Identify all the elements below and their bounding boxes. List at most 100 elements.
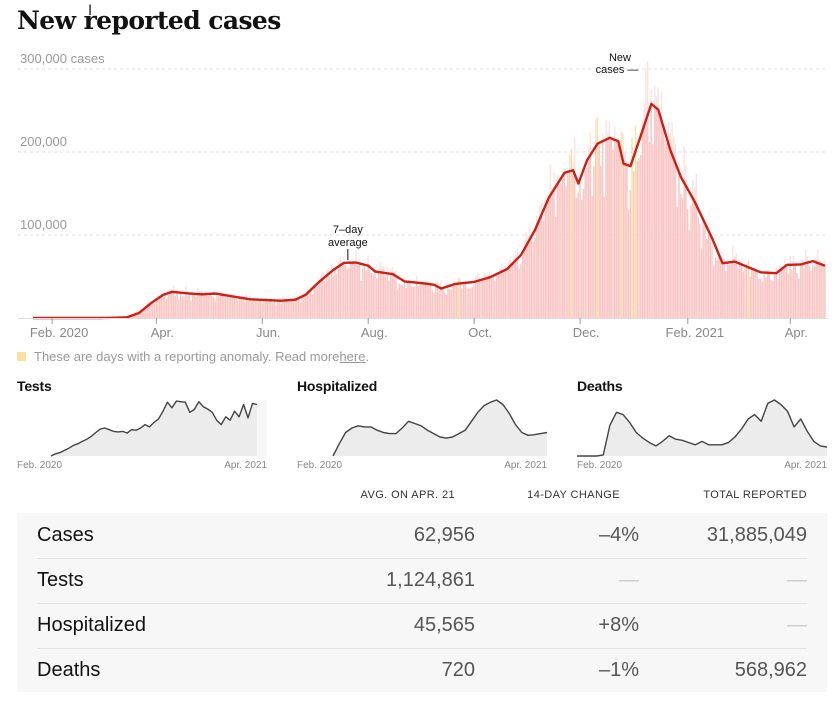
case-bar-base [523, 248, 526, 318]
case-bar [796, 273, 798, 318]
case-bar-base [589, 154, 592, 318]
case-bar [422, 284, 425, 318]
case-bar [688, 229, 691, 318]
case-bar [346, 269, 348, 318]
case-bar [344, 263, 347, 318]
case-bar-base [283, 300, 286, 318]
case-bar [292, 301, 295, 318]
case-bar-base [817, 263, 819, 318]
case-bar [462, 284, 465, 318]
case-bar [431, 289, 434, 318]
case-bar-base [249, 299, 251, 318]
case-bar [323, 281, 326, 318]
case-bar [666, 143, 668, 318]
case-bar [676, 206, 678, 318]
y-tick-label: 300,000 cases [20, 51, 105, 66]
case-bar [275, 305, 277, 318]
case-bar [737, 267, 739, 318]
case-bar-base [459, 283, 461, 318]
read-more-link[interactable]: here [339, 349, 366, 364]
case-bar [473, 285, 475, 318]
case-bar-base [172, 292, 175, 318]
case-bar [443, 291, 446, 318]
case-bar-base [561, 175, 564, 318]
row-label: Deaths [37, 659, 101, 681]
case-bar-base [351, 262, 354, 318]
case-bar [433, 292, 435, 318]
header-total: TOTAL REPORTED [703, 489, 807, 501]
case-bar-base [695, 205, 698, 318]
case-bar-base [594, 146, 597, 318]
case-bar [700, 248, 703, 318]
case-bar-base [740, 264, 743, 318]
case-bar-base [502, 270, 505, 318]
case-bar-base [824, 265, 826, 318]
case-bar [468, 288, 470, 318]
case-bar-base [815, 262, 817, 318]
case-bar [226, 295, 229, 318]
annotation-label-new-cases: New [609, 52, 631, 64]
case-bar-base [240, 297, 243, 318]
case-bar [360, 281, 362, 318]
case-bar-base [626, 164, 628, 318]
x-tick-label: Jun. [256, 325, 281, 340]
case-bar [593, 166, 595, 318]
case-bar [153, 303, 156, 318]
case-bar-base [304, 294, 307, 318]
case-bar-base [726, 262, 729, 318]
case-bar-base [184, 293, 187, 318]
case-bar-base [751, 268, 753, 318]
case-bar [791, 270, 793, 318]
case-bar-base [294, 299, 296, 318]
anomaly-bar [570, 148, 573, 318]
case-bar [770, 279, 772, 318]
hospitalized-chart: Hospitalized Feb. 2020 Apr. 2021 [297, 378, 547, 474]
case-bar [254, 301, 256, 318]
case-bar-base [801, 263, 804, 318]
case-bar [810, 270, 812, 318]
table-row-deaths: Deaths 720 –1% 568,962 [37, 648, 807, 693]
case-bar [697, 217, 699, 318]
case-bar [754, 270, 757, 318]
case-bar-base [624, 164, 626, 318]
case-bar-base [285, 300, 288, 318]
row-label: Tests [37, 569, 84, 591]
case-bar [469, 288, 472, 318]
case-bar-base [197, 294, 199, 318]
case-bar-base [641, 130, 644, 318]
case-bar [580, 199, 583, 318]
case-bar [714, 258, 717, 318]
case-bar-base [572, 170, 574, 318]
case-bar [490, 278, 493, 318]
case-bar-base [198, 294, 201, 318]
case-bar-base [792, 264, 795, 318]
deaths-line [577, 399, 827, 457]
case-bar [756, 271, 758, 318]
case-bar [145, 307, 147, 318]
x-tick-label: Feb. 2021 [666, 325, 725, 340]
annotation-label-new-cases: cases — [596, 64, 639, 76]
case-bar [652, 144, 654, 318]
case-bar [297, 298, 300, 318]
case-bar-base [766, 272, 769, 318]
case-bar-base [452, 284, 454, 318]
case-bar-base [231, 296, 234, 318]
case-bar-base [200, 294, 203, 318]
change-value: –4% [598, 524, 639, 546]
anomaly-bar [596, 117, 599, 318]
case-bar [481, 280, 484, 318]
case-bar-base [355, 262, 357, 318]
case-bar [586, 167, 588, 318]
case-bar-base [455, 283, 458, 318]
case-bar-base [464, 282, 467, 318]
case-bar-base [615, 140, 618, 318]
case-bar [244, 301, 246, 318]
case-bar-base [527, 242, 529, 318]
case-bar [537, 223, 540, 318]
case-bar-base [353, 262, 355, 318]
case-bar [429, 285, 432, 318]
case-bar [237, 300, 239, 318]
case-bar [311, 294, 314, 318]
case-bar-base [655, 108, 658, 318]
case-bar [183, 296, 185, 318]
